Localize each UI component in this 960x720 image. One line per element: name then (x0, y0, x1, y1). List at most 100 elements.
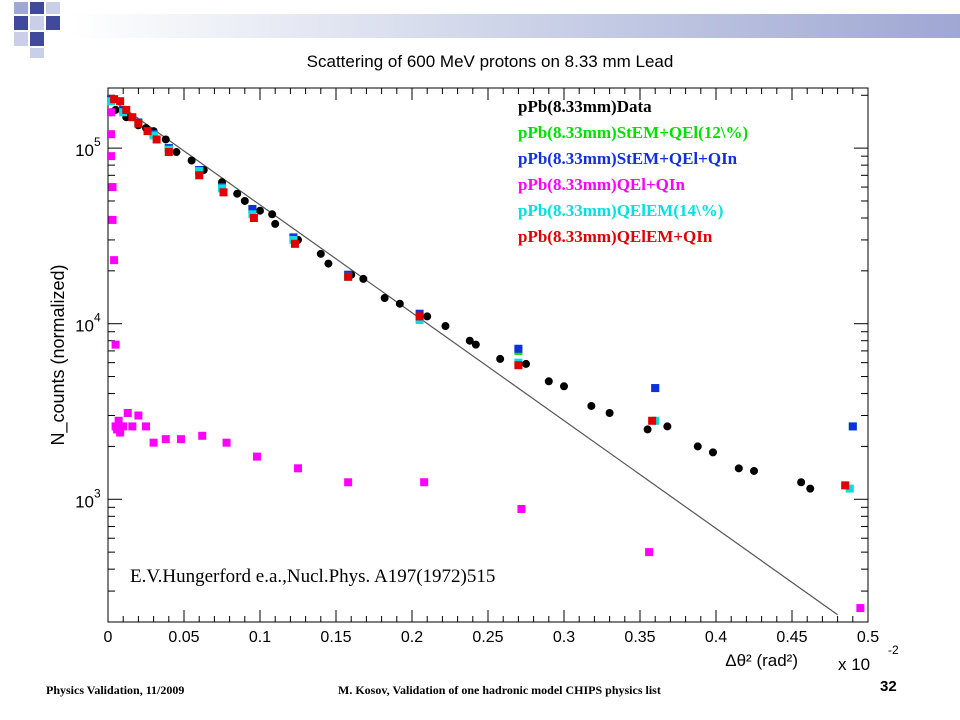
legend-entry: pPb(8.33mm)Data (518, 97, 652, 116)
data-point (693, 442, 702, 451)
data-point (116, 97, 125, 106)
data-point (149, 438, 158, 447)
y-tick-label: 10 (75, 492, 94, 511)
data-point (344, 478, 353, 487)
data-point (344, 272, 353, 281)
data-point (395, 299, 404, 308)
data-point (324, 259, 333, 268)
scatter-plot: 0 0.05 0.1 0.15 0.2 0.25 0.3 0.35 0.4 0.45 0.510 31… (48, 87, 899, 674)
data-point (514, 344, 523, 353)
data-point (651, 384, 660, 393)
data-point (471, 340, 480, 349)
data-point (107, 108, 116, 117)
title-gradient-bar (70, 14, 960, 38)
data-point (249, 213, 258, 222)
data-point (848, 422, 857, 431)
y-tick-label: 10 (75, 141, 94, 160)
data-point (420, 478, 429, 487)
corner-squares-icon (14, 2, 60, 58)
x-tick-label: 0.2 (401, 629, 423, 646)
data-point (114, 416, 123, 425)
data-point (514, 361, 523, 370)
data-point (142, 422, 150, 431)
data-point (517, 505, 526, 514)
series-2 (107, 95, 857, 431)
x-tick-label: 0.35 (624, 629, 655, 646)
data-point (359, 274, 368, 283)
legend-entry: pPb(8.33mm)QEl+QIn (518, 175, 685, 194)
y-tick-label: 10 (75, 317, 94, 336)
data-point (856, 604, 865, 613)
data-point (107, 130, 116, 139)
series-1 (107, 95, 857, 431)
data-point (845, 484, 854, 493)
series-3 (107, 108, 865, 613)
x-tick-label: 0.5 (857, 629, 879, 646)
data-point (256, 206, 264, 215)
x-tick-label: 0.15 (320, 629, 351, 646)
chart-title: Scattering of 600 MeV protons on 8.33 mm… (306, 52, 674, 71)
legend-entry: pPb(8.33mm)StEM+QEl(12\%) (518, 123, 748, 142)
data-point (605, 409, 614, 418)
series-5 (110, 95, 850, 490)
legend-entry: pPb(8.33mm)QElEM(14\%) (518, 201, 723, 220)
data-point (560, 382, 568, 391)
x-axis-multiplier: x 10 (838, 655, 870, 674)
data-point (648, 416, 657, 425)
x-tick-label: 0.4 (705, 629, 727, 646)
y-tick-exponent: 5 (94, 135, 101, 149)
x-tick-label: 0.25 (472, 629, 503, 646)
data-point (522, 359, 530, 368)
data-point (248, 205, 257, 214)
data-point (187, 156, 196, 165)
data-point (161, 135, 170, 144)
y-axis-label: N_counts (normalized) (48, 264, 69, 445)
data-point (734, 464, 743, 473)
data-point (415, 312, 424, 321)
legend: pPb(8.33mm)Data pPb(8.33mm)StEM+QEl(12\%)… (518, 97, 748, 246)
data-point (172, 148, 181, 157)
title-bar-decoration (14, 2, 960, 58)
data-point (116, 428, 125, 437)
data-point (195, 171, 204, 180)
data-point (110, 256, 119, 265)
data-point (198, 431, 207, 440)
legend-entry: pPb(8.33mm)StEM+QEl+QIn (518, 149, 738, 168)
data-point (271, 219, 280, 228)
data-point (380, 294, 389, 303)
data-point (111, 340, 120, 349)
reference-line (110, 98, 838, 616)
series-4 (107, 97, 854, 493)
data-point (128, 113, 137, 122)
data-point (240, 196, 249, 205)
data-point (496, 354, 505, 363)
data-point (128, 422, 137, 431)
data-point (152, 135, 161, 144)
data-point (161, 435, 170, 444)
plot-frame (107, 87, 869, 623)
data-point (164, 148, 173, 157)
data-point (841, 481, 850, 490)
data-point (587, 401, 596, 410)
data-point (123, 409, 132, 418)
data-point (107, 152, 116, 161)
data-point (134, 119, 143, 128)
data-point (268, 210, 277, 219)
data-point (294, 464, 302, 473)
x-axis-multiplier-exponent: -2 (888, 643, 899, 657)
data-point (645, 548, 654, 557)
reference-annotation: E.V.Hungerford e.a.,Nucl.Phys. A197(1972… (130, 566, 495, 587)
data-point (643, 425, 652, 434)
data-point (134, 411, 143, 420)
data-point (423, 312, 432, 321)
data-point (441, 322, 450, 331)
footer-center: M. Kosov, Validation of one hadronic mod… (338, 683, 661, 697)
x-tick-label: 0 (104, 629, 113, 646)
data-point (663, 422, 672, 431)
data-point (233, 189, 242, 198)
footer-left: Physics Validation, 11/2009 (46, 683, 185, 697)
data-point (750, 466, 758, 475)
x-tick-label: 0.05 (168, 629, 199, 646)
data-point (219, 188, 228, 197)
data-point (316, 249, 325, 258)
